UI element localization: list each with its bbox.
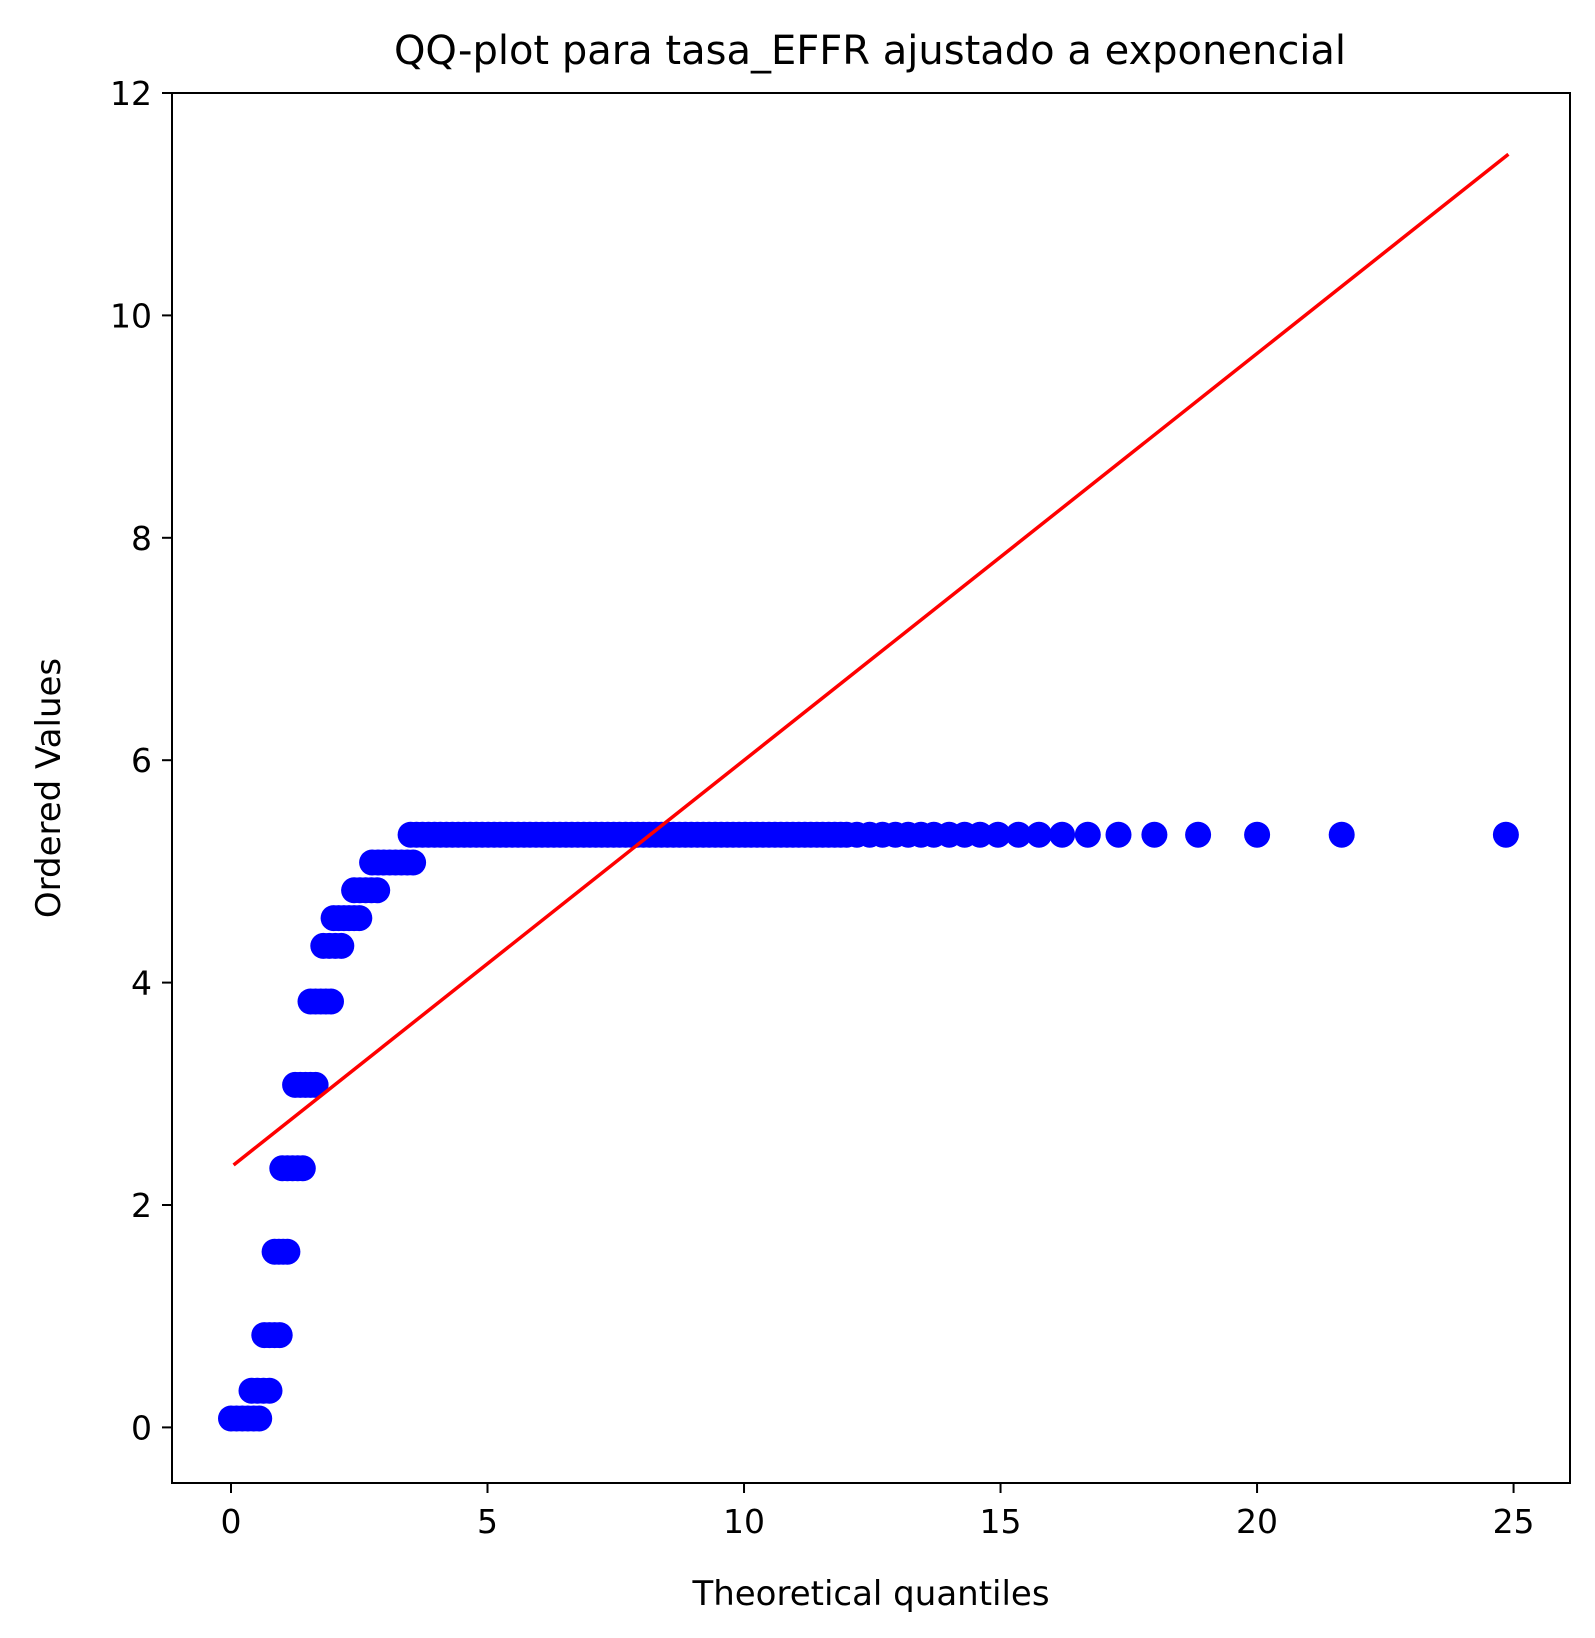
data-point: [985, 821, 1011, 848]
data-point: [274, 1238, 301, 1265]
y-tick-label: 12: [110, 74, 152, 113]
data-point: [266, 1322, 293, 1349]
y-tick-label: 2: [131, 1186, 152, 1225]
y-tick-label: 0: [131, 1408, 152, 1447]
data-point: [1074, 821, 1101, 848]
x-tick-label: 20: [1236, 1502, 1278, 1541]
data-point: [302, 1071, 329, 1098]
x-axis-label: Theoretical quantiles: [691, 1574, 1049, 1614]
y-tick-label: 10: [110, 296, 152, 335]
y-axis-label: Ordered Values: [29, 658, 69, 918]
data-point: [256, 1377, 283, 1404]
fit-line: [232, 152, 1510, 1167]
y-axis: 0 2 4 6 8 10 12: [110, 74, 172, 1447]
data-point: [967, 821, 993, 848]
chart-title: QQ-plot para tasa_EFFR ajustado a expone…: [394, 28, 1346, 74]
x-tick-label: 0: [220, 1502, 241, 1541]
data-point: [1105, 821, 1132, 848]
data-point: [318, 988, 344, 1015]
data-point: [1049, 821, 1076, 848]
data-point: [1492, 821, 1519, 848]
data-point: [364, 877, 391, 904]
data-point: [289, 1155, 316, 1182]
data-point: [1328, 821, 1355, 848]
data-point: [1026, 821, 1052, 848]
data-point: [1244, 821, 1271, 848]
data-point: [1141, 821, 1168, 848]
x-tick-label: 15: [980, 1502, 1022, 1541]
x-tick-label: 25: [1493, 1502, 1535, 1541]
axes-frame: [171, 92, 1571, 1484]
y-tick-label: 8: [131, 519, 152, 558]
data-point: [328, 932, 355, 959]
plot-area: [218, 152, 1519, 1432]
x-axis: 0 5 10 15 20 25: [220, 1483, 1535, 1541]
y-tick-label: 6: [131, 741, 152, 780]
y-tick-label: 4: [131, 964, 152, 1003]
x-tick-label: 5: [477, 1502, 498, 1541]
data-point: [1185, 821, 1212, 848]
data-point: [246, 1405, 273, 1432]
data-point: [346, 905, 373, 932]
x-tick-label: 10: [723, 1502, 765, 1541]
data-point: [400, 849, 427, 876]
data-point: [1005, 821, 1032, 848]
